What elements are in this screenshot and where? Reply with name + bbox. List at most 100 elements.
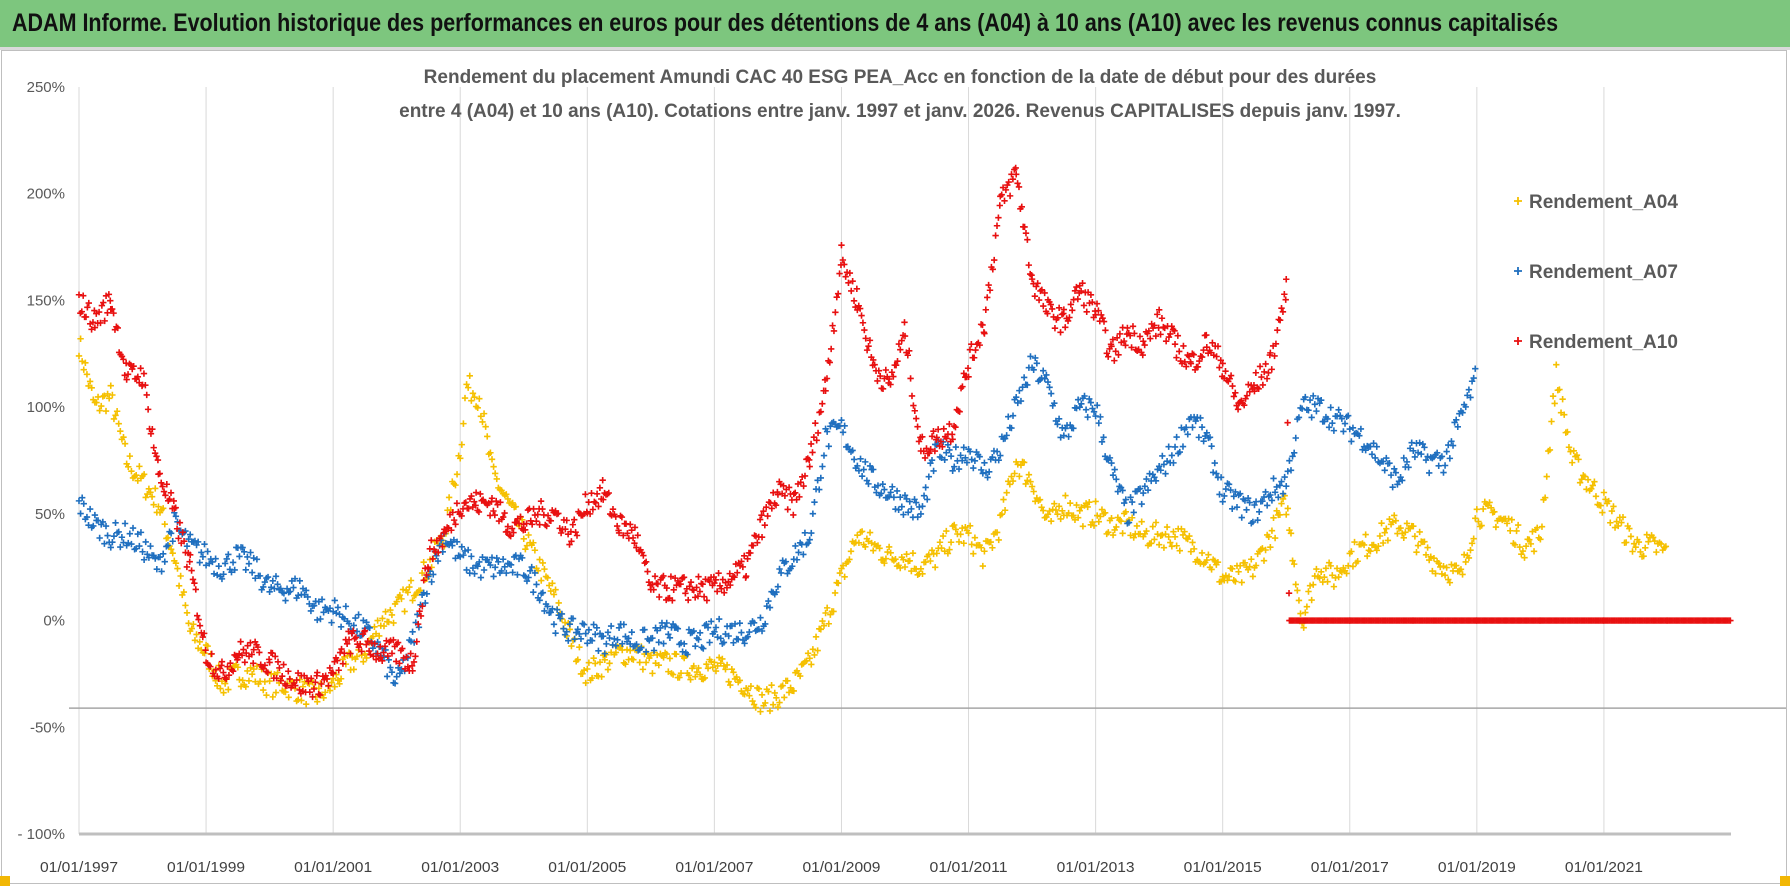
data-point: [1001, 197, 1008, 204]
data-point: [418, 569, 426, 577]
data-point: [1070, 425, 1077, 432]
data-point: [1568, 459, 1576, 466]
data-point: [1392, 517, 1400, 524]
data-point: [568, 642, 575, 650]
data-point: [1522, 542, 1530, 550]
data-point: [510, 529, 517, 536]
data-point: [858, 473, 866, 480]
data-point: [272, 573, 280, 580]
data-point: [1173, 433, 1180, 441]
data-point: [558, 610, 566, 618]
data-point: [150, 444, 157, 451]
legend-marker: [1514, 267, 1522, 275]
data-point: [992, 232, 999, 239]
data-point: [569, 521, 577, 528]
data-point: [1066, 314, 1073, 321]
data-point: [1070, 512, 1077, 519]
data-point: [1040, 302, 1047, 310]
data-point: [159, 550, 167, 558]
data-point: [1290, 449, 1298, 456]
data-point: [1141, 341, 1148, 349]
data-point: [1089, 298, 1096, 306]
data-point: [654, 580, 662, 588]
data-point: [733, 673, 740, 681]
data-point: [1425, 469, 1433, 477]
data-point: [1198, 353, 1206, 361]
data-point: [756, 516, 764, 523]
data-point: [1403, 520, 1411, 527]
data-point: [879, 481, 886, 488]
data-point: [152, 485, 159, 492]
data-point: [414, 620, 422, 628]
data-point: [460, 420, 467, 427]
data-point: [1197, 352, 1204, 360]
data-point: [968, 541, 975, 548]
data-point: [420, 589, 427, 597]
data-point: [130, 362, 137, 370]
data-point: [1203, 429, 1211, 436]
data-point: [928, 433, 936, 440]
data-point: [221, 680, 229, 687]
data-point: [749, 697, 756, 705]
resize-handle[interactable]: [0, 876, 10, 886]
data-point: [132, 471, 140, 479]
data-point: [1081, 392, 1088, 400]
data-point: [685, 672, 693, 679]
data-point: [539, 559, 547, 567]
data-point: [1157, 331, 1164, 338]
data-point: [412, 653, 419, 660]
data-point: [1047, 518, 1055, 525]
data-point: [536, 597, 543, 604]
data-point: [593, 490, 601, 498]
data-point: [784, 570, 791, 577]
data-point: [471, 394, 478, 401]
legend-label: Rendement_A10: [1529, 332, 1678, 353]
data-point: [390, 619, 397, 627]
data-point: [569, 615, 577, 622]
data-point: [755, 685, 763, 692]
data-point: [1041, 375, 1048, 382]
data-point: [1284, 505, 1292, 512]
data-point: [1138, 500, 1145, 508]
data-point: [326, 664, 334, 672]
data-marks: [75, 164, 1734, 715]
data-point: [978, 466, 985, 474]
data-point: [1261, 368, 1268, 376]
data-point: [897, 564, 904, 572]
x-tick-label: 01/01/2013: [1057, 859, 1135, 876]
resize-handle[interactable]: [1780, 876, 1790, 886]
data-point: [839, 256, 847, 264]
data-point: [310, 685, 318, 693]
data-point: [1200, 438, 1207, 445]
data-point: [142, 538, 149, 546]
data-point: [884, 548, 891, 556]
data-point: [1384, 537, 1392, 544]
data-point: [531, 569, 539, 577]
data-point: [839, 429, 847, 436]
data-point: [1527, 540, 1535, 548]
data-point: [1062, 324, 1069, 331]
data-point: [239, 544, 246, 551]
data-point: [1054, 314, 1061, 322]
data-point: [1160, 323, 1167, 331]
data-point: [709, 664, 716, 671]
data-point: [955, 465, 963, 473]
data-point: [919, 433, 926, 440]
data-point: [337, 675, 345, 682]
data-point: [298, 697, 305, 704]
data-point: [195, 616, 202, 623]
data-point: [951, 521, 958, 529]
data-point: [1513, 527, 1520, 535]
data-point: [282, 688, 289, 696]
data-point: [906, 557, 913, 565]
data-point: [777, 569, 785, 577]
data-point: [1074, 295, 1082, 303]
data-point: [701, 674, 709, 682]
data-point: [175, 535, 182, 542]
data-point: [477, 574, 485, 581]
grid: [69, 87, 1786, 836]
data-point: [836, 270, 843, 277]
data-point: [1076, 507, 1083, 514]
data-point: [1093, 300, 1101, 307]
data-point: [708, 618, 715, 625]
